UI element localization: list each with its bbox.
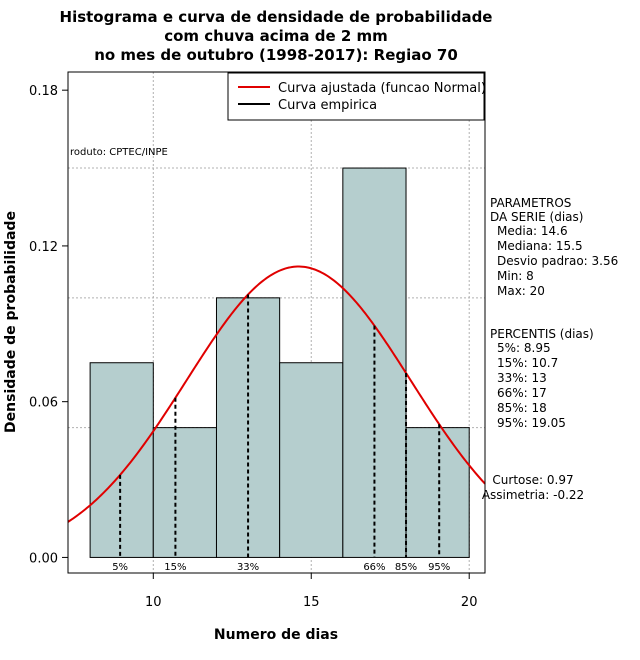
- histogram-bar: [279, 362, 344, 558]
- y-tick-label: 0.12: [29, 240, 58, 255]
- title-line: no mes de outubro (1998-2017): Regiao 70: [94, 46, 458, 64]
- x-tick-label: 15: [303, 595, 320, 610]
- percentis-line: 33%: 13: [497, 371, 547, 385]
- x-tick-label: 20: [461, 595, 478, 610]
- histogram-bars: [89, 167, 470, 558]
- legend: Curva ajustada (funcao Normal) Curva emp…: [227, 72, 486, 121]
- product-label: roduto: CPTEC/INPE: [70, 147, 168, 158]
- legend-label-empirical: Curva empirica: [278, 98, 377, 113]
- y-tick-label: 0.18: [29, 84, 58, 99]
- percentile-label: 85%: [395, 562, 417, 573]
- chart-title: Histograma e curva de densidade de proba…: [60, 8, 493, 64]
- title-line: com chuva acima de 2 mm: [164, 27, 388, 45]
- percentile-label: 66%: [363, 562, 385, 573]
- fitted-normal-curve: [67, 265, 486, 523]
- shape-stat: Assimetria: -0.22: [482, 488, 584, 502]
- percentile-label: 95%: [428, 562, 450, 573]
- percentis-line: 95%: 19.05: [497, 416, 566, 430]
- parametros-line: Min: 8: [497, 269, 534, 283]
- y-tick-label: 0.06: [29, 396, 58, 411]
- percentile-lines: 5% 15% 33% 66% 85% 95%: [112, 294, 450, 573]
- parametros-line: Mediana: 15.5: [497, 239, 583, 253]
- y-tick-label: 0.00: [29, 551, 58, 566]
- histogram-bar: [152, 427, 217, 558]
- x-axis-label: Numero de dias: [214, 627, 338, 643]
- histogram-bar: [89, 362, 154, 558]
- histogram-bar: [405, 427, 470, 558]
- x-tick-label: 10: [145, 595, 162, 610]
- plot-frame: [67, 71, 486, 574]
- parametros-line: Max: 20: [497, 284, 545, 298]
- parametros-line: Media: 14.6: [497, 224, 568, 238]
- percentis-line: 85%: 18: [497, 401, 547, 415]
- shape-stat: Curtose: 0.97: [492, 473, 573, 487]
- percentis-heading: PERCENTIS (dias): [490, 327, 594, 341]
- parametros-line: Desvio padrao: 3.56: [497, 254, 618, 268]
- percentile-label: 33%: [237, 562, 259, 573]
- percentis-line: 15%: 10.7: [497, 356, 558, 370]
- title-line: Histograma e curva de densidade de proba…: [60, 8, 493, 26]
- percentis-line: 66%: 17: [497, 386, 547, 400]
- percentile-label: 15%: [164, 562, 186, 573]
- parametros-heading: DA SERIE (dias): [490, 210, 583, 224]
- legend-box: [227, 72, 485, 121]
- percentile-label: 5%: [112, 562, 128, 573]
- fitted-curve-group: [67, 265, 486, 523]
- legend-label-fitted: Curva ajustada (funcao Normal): [278, 81, 486, 96]
- y-axis-label: Densidade de probabilidade: [3, 211, 19, 433]
- percentis-line: 5%: 8.95: [497, 341, 551, 355]
- axes: 0.00 0.06 0.12 0.18 10 15 20 Numero de dias Dens…: [3, 84, 477, 643]
- parametros-heading: PARAMETROS: [490, 196, 571, 210]
